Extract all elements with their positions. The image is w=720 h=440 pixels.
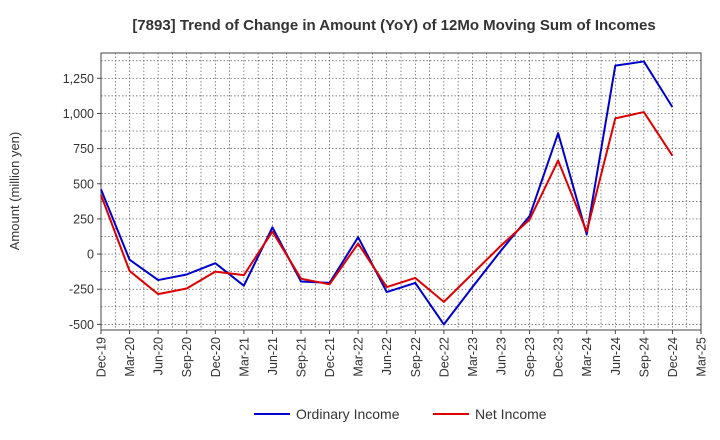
legend: Ordinary Income Net Income xyxy=(254,406,547,422)
x-tick-label: Sep-21 xyxy=(295,337,309,377)
y-axis-label: Amount (million yen) xyxy=(7,132,22,251)
x-tick-label: Sep-23 xyxy=(523,337,537,377)
y-tick-label: 1,000 xyxy=(63,107,94,121)
y-tick-label: 0 xyxy=(87,248,94,262)
x-tick-label: Dec-19 xyxy=(95,337,109,377)
x-tick-label: Sep-20 xyxy=(180,337,194,377)
series-layer xyxy=(100,60,674,326)
x-tick-label: Mar-22 xyxy=(352,337,366,377)
x-axis-ticks: Dec-19 Mar-20 Jun-20 Sep-20 Dec-20 Mar-21 Jun-… xyxy=(95,330,709,377)
y-tick-label: 500 xyxy=(73,177,94,191)
x-tick-label: Dec-24 xyxy=(666,337,680,377)
x-tick-label: Dec-22 xyxy=(437,337,451,377)
x-tick-label: Mar-21 xyxy=(237,337,251,377)
x-tick-label: Mar-24 xyxy=(580,337,594,377)
series-line-1 xyxy=(100,111,674,303)
x-tick-label: Mar-23 xyxy=(466,337,480,377)
x-tick-label: Dec-21 xyxy=(323,337,337,377)
y-axis-ticks: -500 -250 0 250 500 750 1,000 1,250 xyxy=(63,72,101,332)
x-tick-label: Jun-22 xyxy=(380,337,394,375)
series-line-0 xyxy=(100,60,674,326)
x-tick-label: Sep-24 xyxy=(637,337,651,377)
y-tick-label: -500 xyxy=(69,318,94,332)
x-tick-label: Jun-20 xyxy=(152,337,166,375)
y-tick-label: 1,250 xyxy=(63,72,94,86)
chart-title: [7893] Trend of Change in Amount (YoY) o… xyxy=(132,17,655,34)
x-tick-label: Dec-23 xyxy=(552,337,566,377)
x-tick-label: Jun-23 xyxy=(495,337,509,375)
x-tick-label: Mar-20 xyxy=(123,337,137,377)
x-tick-label: Sep-22 xyxy=(409,337,423,377)
x-tick-label: Dec-20 xyxy=(209,337,223,377)
y-tick-label: 250 xyxy=(73,212,94,226)
x-tick-label: Jun-24 xyxy=(609,337,623,375)
y-tick-label: 750 xyxy=(73,142,94,156)
x-tick-label: Mar-25 xyxy=(695,337,709,377)
x-tick-label: Jun-21 xyxy=(266,337,280,375)
legend-label-1: Net Income xyxy=(475,406,547,422)
grid-lines xyxy=(101,53,701,330)
legend-label-0: Ordinary Income xyxy=(296,406,400,422)
y-tick-label: -250 xyxy=(69,283,94,297)
